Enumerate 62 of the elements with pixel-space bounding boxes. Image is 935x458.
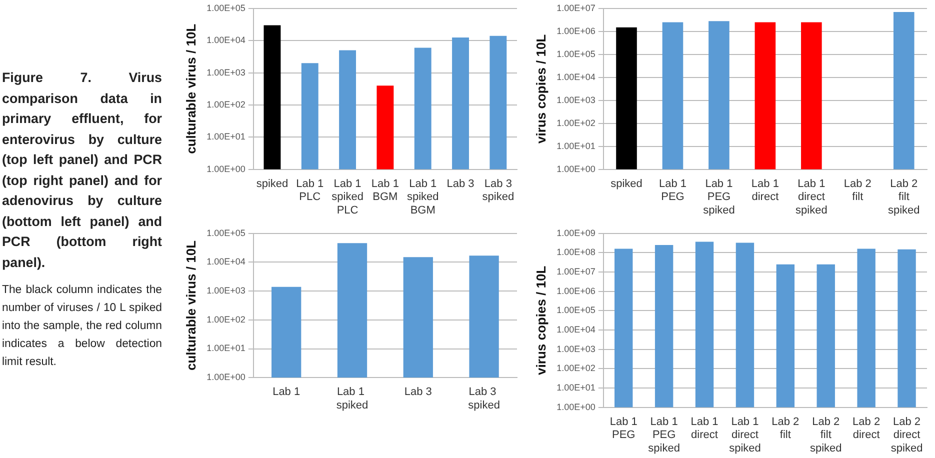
y-tick-label: 1.00E+03 (556, 344, 596, 354)
y-tick-label: 1.00E+09 (556, 228, 596, 238)
y-tick-label: 1.00E+07 (556, 2, 596, 13)
y-tick-label: 1.00E+04 (206, 256, 246, 267)
x-tick-label: Lab 1 direct (751, 178, 779, 204)
x-tick-label: spiked (610, 178, 642, 190)
x-tick-label: Lab 1 spiked (336, 386, 368, 412)
y-tick-label: 1.00E+00 (206, 164, 246, 174)
x-tick-label: Lab 1 PEG (610, 416, 638, 442)
y-tick-label: 1.00E+01 (556, 382, 596, 393)
y-tick-label: 1.00E+03 (206, 286, 246, 296)
x-tick-label: Lab 1 PEG (658, 178, 686, 204)
x-tick-label: Lab 1 PEG spiked (703, 178, 735, 216)
x-tick-label: Lab 1 spiked BGM (406, 178, 439, 216)
y-axis-title: virus copies / 10L (533, 266, 548, 375)
x-tick-label: Lab 1 direct spiked (729, 416, 761, 454)
x-tick-label: Lab 1 direct (690, 416, 718, 442)
y-tick-label: 1.00E+05 (206, 2, 246, 13)
y-tick-label: 1.00E+06 (556, 26, 596, 36)
y-tick-label: 1.00E+07 (556, 266, 596, 277)
x-tick-label: Lab 2 filt spiked (888, 178, 920, 216)
y-axis-title: virus copies / 10L (533, 34, 548, 144)
x-tick-label: Lab 1 PLC (296, 178, 324, 204)
x-tick-label: Lab 2 filt (844, 178, 872, 204)
x-tick-label: Lab 2 direct spiked (890, 416, 923, 454)
y-tick-label: 1.00E+06 (556, 286, 596, 296)
y-tick-label: 1.00E+02 (556, 363, 596, 374)
y-tick-label: 1.00E+05 (556, 305, 596, 316)
y-tick-label: 1.00E+04 (556, 324, 596, 335)
x-tick-label: Lab 1 (272, 386, 300, 398)
chart-title: Figure 7. Virus comparison data in primary effluent, for enterovirus by culture (top left panel) and PCR (top right panel) and for adenovirus by culture (bottom left panel) and PCR (bottom right panel). (2, 70, 162, 270)
y-tick-label: 1.00E+01 (206, 132, 246, 142)
y-tick-label: 1.00E+04 (206, 35, 246, 46)
x-tick-label: Lab 1 BGM (371, 178, 399, 204)
y-tick-label: 1.00E+02 (206, 314, 246, 324)
y-tick-label: 1.00E+02 (556, 118, 596, 128)
y-tick-label: 1.00E+02 (206, 99, 246, 110)
y-tick-label: 1.00E+08 (556, 247, 596, 258)
x-tick-label: Lab 2 filt spiked (810, 416, 842, 454)
y-tick-label: 1.00E+03 (206, 67, 246, 78)
text: The black column indicates the number of viruses / 10 L spiked into the sample, the red column indicates a below detection limit result. (2, 283, 162, 370)
y-tick-label: 1.00E+05 (556, 48, 596, 59)
x-tick-label: Lab 2 direct (852, 416, 880, 442)
x-tick-label: Lab 3 spiked (468, 386, 500, 412)
y-tick-label: 1.00E+00 (556, 164, 596, 174)
y-tick-label: 1.00E+04 (556, 72, 596, 82)
y-tick-label: 1.00E+00 (556, 402, 596, 412)
x-tick-label: Lab 1 spiked PLC (332, 178, 364, 216)
y-tick-label: 1.00E+00 (206, 372, 246, 382)
y-tick-label: 1.00E+03 (556, 94, 596, 105)
x-tick-label: Lab 1 PEG spiked (648, 416, 680, 454)
y-tick-label: 1.00E+01 (206, 343, 246, 354)
y-axis-title: culturable virus / 10L (183, 240, 198, 371)
x-tick-label: Lab 3 (446, 178, 474, 190)
x-tick-label: Lab 3 spiked (482, 178, 514, 204)
y-tick-label: 1.00E+01 (556, 140, 596, 151)
y-tick-label: 1.00E+05 (206, 228, 246, 238)
x-tick-label: Lab 2 filt (772, 416, 800, 442)
y-axis-title: culturable virus / 10L (183, 24, 198, 154)
x-tick-label: spiked (256, 178, 288, 190)
x-tick-label: Lab 1 direct spiked (796, 178, 828, 216)
x-tick-label: Lab 3 (404, 386, 432, 398)
